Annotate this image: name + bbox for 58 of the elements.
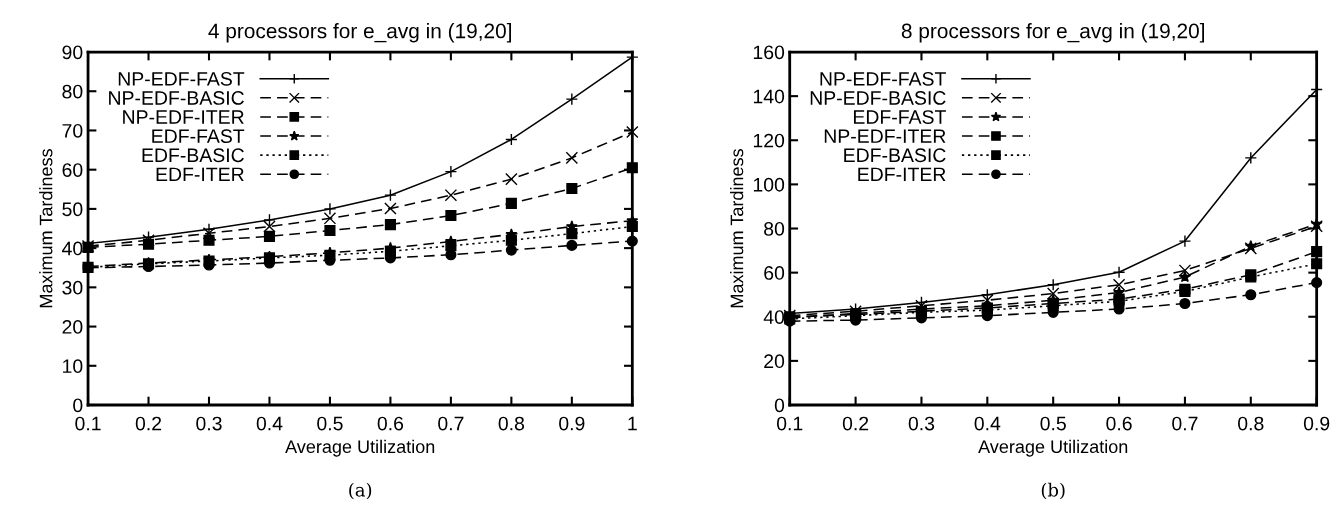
text: (a) (349, 482, 372, 500)
y-tick-label: 80 (764, 221, 785, 236)
chart-title: 8 processors for e_avg in (19,20] (901, 23, 1204, 43)
x-tick-label: 0.4 (256, 416, 283, 431)
y-tick-label: 140 (753, 89, 785, 104)
x-tick-label: 0.8 (498, 416, 525, 431)
y-tick-label: 60 (62, 163, 83, 177)
y-tick-label: 30 (62, 280, 83, 295)
legend-label: EDF-FAST (152, 129, 245, 144)
legend-label: NP-EDF-BASIC (109, 91, 244, 105)
x-tick-label: 0.5 (1040, 416, 1066, 431)
legend-label: NP-EDF-FAST (118, 71, 245, 86)
y-tick-label: 40 (62, 241, 83, 256)
legend-label: EDF-FAST (853, 110, 946, 124)
x-axis-title: Average Utilization (978, 439, 1128, 457)
y-tick-label: 10 (63, 359, 83, 374)
x-tick-label: 0.9 (1303, 416, 1330, 431)
x-tick-label: 0.7 (438, 416, 464, 431)
x-tick-label: 0.4 (974, 416, 1001, 431)
legend-label: EDF-BASIC (844, 148, 946, 163)
y-tick-label: 60 (764, 266, 785, 280)
x-axis-title: Average Utilization (285, 439, 435, 457)
y-tick-label: 160 (753, 45, 785, 60)
y-tick-label: 0 (73, 398, 83, 413)
legend-label: EDF-ITER (858, 167, 946, 182)
x-tick-label: 0.1 (776, 416, 803, 431)
y-tick-label: 100 (753, 177, 785, 192)
y-tick-label: 50 (62, 202, 83, 217)
x-tick-label: 0.1 (75, 416, 101, 431)
text: (b) (1041, 482, 1065, 500)
y-tick-label: 20 (764, 354, 785, 369)
y-tick-label: 0 (774, 398, 785, 413)
y-tick-label: 70 (62, 123, 83, 138)
x-tick-label: 0.6 (1106, 416, 1132, 431)
y-tick-label: 20 (62, 320, 83, 334)
x-tick-label: 0.5 (317, 416, 343, 431)
x-tick-label: 0.2 (842, 416, 869, 431)
legend-label: NP-EDF-ITER (824, 129, 946, 143)
x-tick-label: 0.3 (908, 416, 935, 431)
y-axis-title: Maximum Tardiness (39, 149, 53, 308)
y-tick-label: 90 (62, 45, 83, 60)
y-tick-label: 80 (62, 84, 83, 99)
x-tick-label: 0.2 (135, 416, 162, 431)
y-axis-title: Maximum Tardiness (730, 149, 744, 308)
legend-label: NP-EDF-FAST (820, 71, 946, 86)
legend-label: EDF-ITER (156, 167, 244, 182)
x-tick-label: 0.9 (559, 416, 585, 431)
y-tick-label: 120 (753, 133, 785, 148)
y-tick-label: 40 (763, 310, 785, 324)
legend-label: NP-EDF-ITER (123, 110, 244, 124)
chart-title: 4 processors for e_avg in (19,20] (208, 23, 511, 43)
legend-label: NP-EDF-BASIC (810, 91, 946, 105)
x-tick-label: 0.6 (377, 416, 404, 431)
x-tick-label: 1 (628, 416, 637, 431)
x-tick-label: 0.7 (1172, 416, 1198, 431)
legend-label: EDF-BASIC (142, 148, 244, 163)
x-tick-label: 0.3 (196, 416, 222, 431)
x-tick-label: 0.8 (1238, 416, 1264, 431)
